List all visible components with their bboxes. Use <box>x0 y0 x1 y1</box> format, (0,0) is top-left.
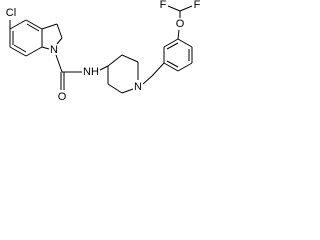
atom-label: F <box>194 0 201 11</box>
bond <box>56 37 63 45</box>
molecule-diagram: Cl N O NH N O F F <box>6 0 201 103</box>
bond <box>163 62 179 72</box>
bond <box>121 88 134 94</box>
atom-label: NH <box>83 66 99 78</box>
bond <box>177 38 193 48</box>
bond <box>25 19 43 30</box>
bond <box>25 46 43 57</box>
bond <box>166 60 179 68</box>
bond <box>151 62 165 77</box>
bond <box>177 29 180 40</box>
bond <box>163 38 179 48</box>
bond <box>9 19 27 30</box>
bond <box>13 44 27 53</box>
bond <box>166 42 179 50</box>
bond <box>107 83 123 94</box>
bond <box>9 46 27 57</box>
bond <box>55 54 63 73</box>
atom-label: N <box>50 44 58 56</box>
bond <box>167 5 181 12</box>
bonds <box>9 5 193 94</box>
atom-label: F <box>160 0 167 11</box>
bond <box>99 65 109 71</box>
bond <box>179 5 193 12</box>
page: Cl N O NH N O F F (() => { const data = … <box>0 0 203 109</box>
bond <box>41 23 58 30</box>
bond <box>107 54 123 67</box>
atom-label: N <box>134 81 142 93</box>
bond <box>121 54 139 63</box>
bond <box>56 23 63 39</box>
atom-label: O <box>176 18 185 30</box>
bond <box>26 23 40 32</box>
bond <box>41 46 50 50</box>
atom-label: Cl <box>6 7 16 19</box>
atom-label: O <box>58 91 67 103</box>
bond <box>142 75 153 85</box>
bond <box>177 62 193 72</box>
